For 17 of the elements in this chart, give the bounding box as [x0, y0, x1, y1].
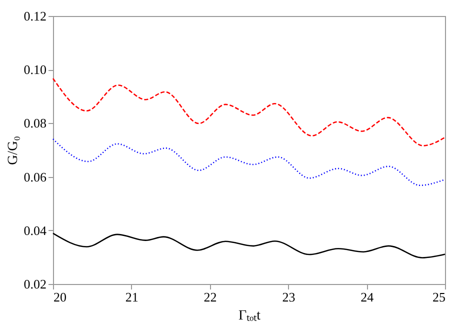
y-tick-label: 0.04 — [24, 222, 47, 238]
x-tick-label: 25 — [432, 290, 446, 304]
y-tick-label: 0.06 — [24, 169, 47, 184]
x-tick-label: 21 — [125, 290, 138, 304]
x-axis-title: Γₜₒₜt — [238, 308, 261, 324]
x-tick-label: 20 — [54, 290, 66, 304]
y-tick-label: 0.02 — [24, 276, 46, 292]
y-tick-label: 0.08 — [24, 116, 46, 131]
y-axis-title: G/G₀ — [6, 136, 21, 165]
x-tick-label: 23 — [282, 290, 296, 304]
line-series — [52, 78, 446, 146]
y-tick-label: 0.12 — [24, 8, 46, 24]
x-tick-label: 24 — [360, 290, 374, 304]
x-tick-label: 22 — [204, 290, 217, 304]
line-series — [52, 138, 446, 186]
line-series — [52, 232, 446, 258]
y-tick-label: 0.10 — [24, 62, 46, 78]
